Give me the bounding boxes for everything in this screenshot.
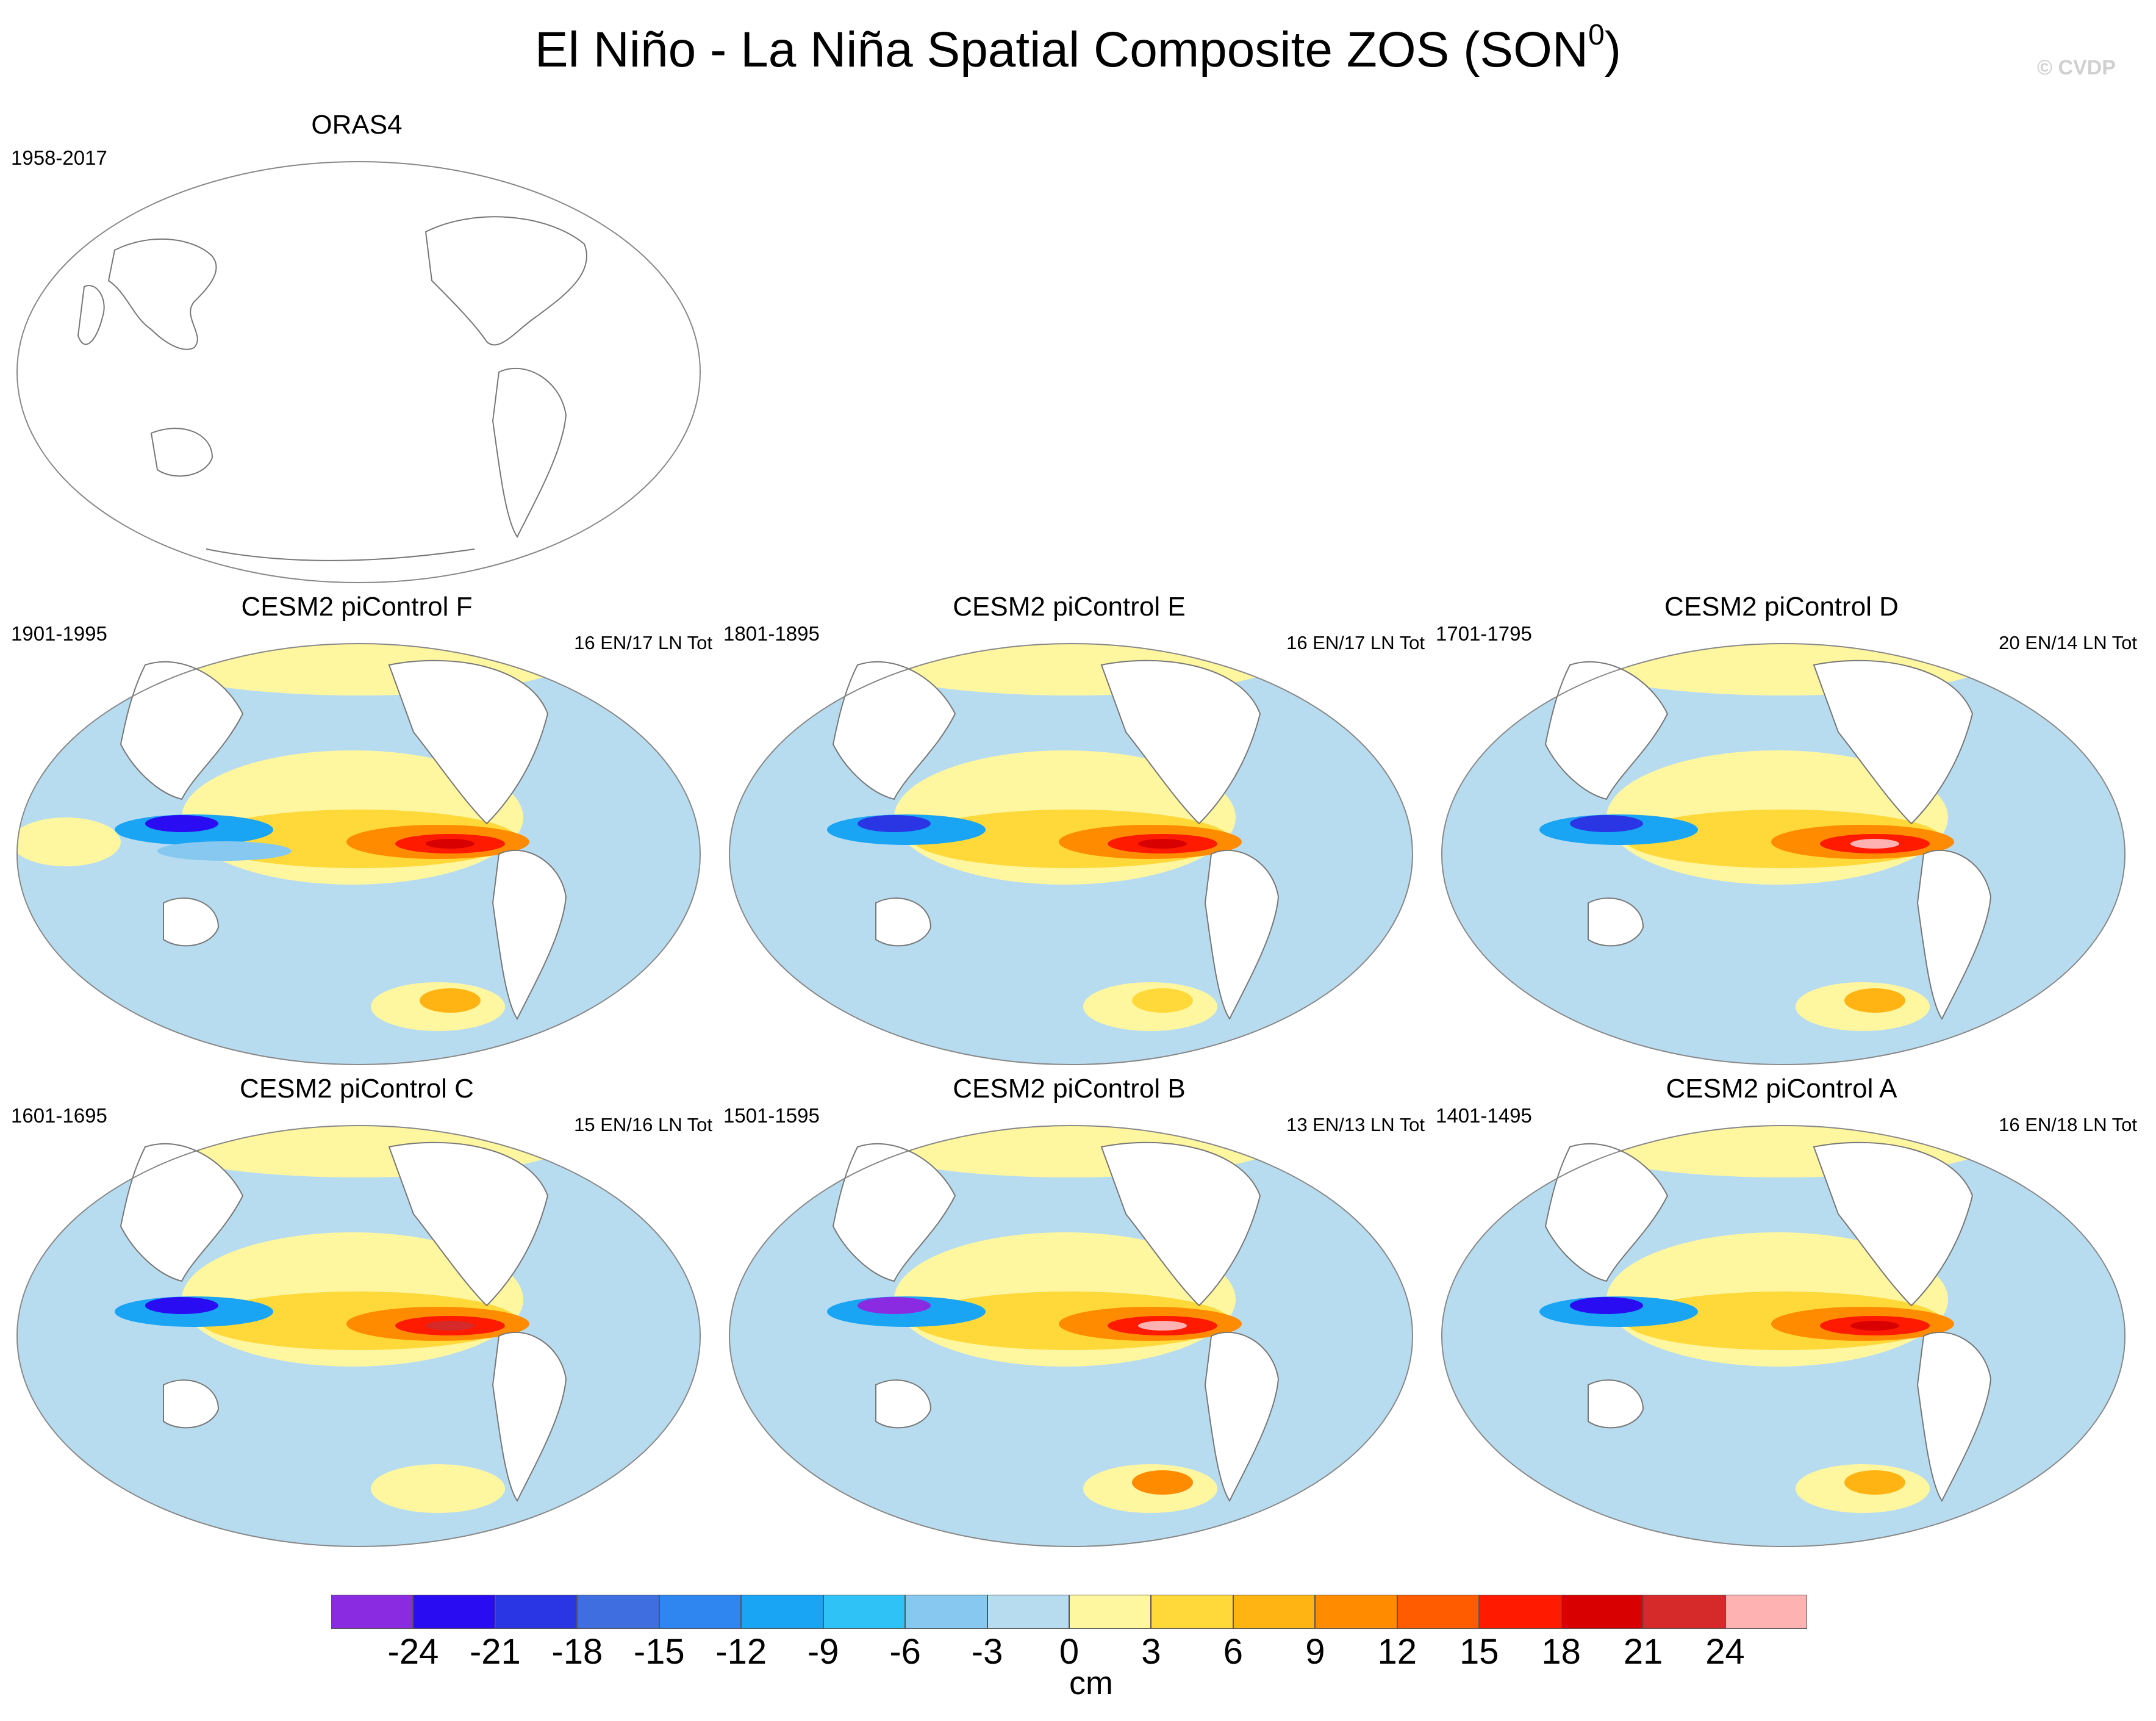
- colorbar-label: -3: [971, 1632, 1003, 1672]
- title-text: El Niño - La Niña Spatial Composite ZOS …: [534, 22, 1589, 77]
- panel-years: 1501-1595: [723, 1104, 820, 1127]
- panel-title: CESM2 piControl C: [240, 1074, 474, 1104]
- panel-events: 16 EN/18 LN Tot: [1999, 1114, 2137, 1135]
- colorbar-label: -12: [715, 1632, 767, 1672]
- colorbar-label: 9: [1305, 1632, 1325, 1672]
- panel-events: 20 EN/14 LN Tot: [1999, 632, 2137, 653]
- colorbar-label: 0: [1059, 1632, 1080, 1672]
- colorbar-label: 6: [1223, 1632, 1244, 1672]
- world-map-filled: [729, 643, 1413, 1065]
- title-superscript: 0: [1588, 19, 1605, 51]
- colorbar-box: [905, 1595, 987, 1629]
- panel-title: CESM2 piControl E: [953, 592, 1186, 622]
- panel-title: CESM2 piControl B: [953, 1074, 1186, 1104]
- colorbar-box: [1069, 1595, 1151, 1629]
- panel-title: CESM2 piControl F: [241, 592, 473, 622]
- world-map-filled: [1441, 643, 2126, 1065]
- watermark: © CVDP: [2037, 56, 2116, 79]
- colorbar-box: [1397, 1595, 1480, 1629]
- colorbar-label: -15: [633, 1632, 685, 1672]
- colorbar-label: 24: [1705, 1632, 1745, 1672]
- world-map-filled: [16, 1125, 701, 1547]
- map-panel-c: CESM2 piControl C 1601-1695 15 EN/16 LN …: [0, 1074, 714, 1550]
- panel-years: 1701-1795: [1436, 622, 1532, 645]
- map-panel-b: CESM2 piControl B 1501-1595 13 EN/13 LN …: [712, 1074, 1426, 1550]
- colorbar-label: -18: [551, 1632, 603, 1672]
- colorbar-box: [1233, 1595, 1316, 1629]
- colorbar-box: [1643, 1595, 1725, 1629]
- colorbar-box: [823, 1595, 906, 1629]
- map-panel-f: CESM2 piControl F 1901-1995 16 EN/17 LN …: [0, 592, 714, 1068]
- colorbar-box: [659, 1595, 742, 1629]
- colorbar-label: -24: [387, 1632, 439, 1672]
- colorbar-label: 3: [1141, 1632, 1161, 1672]
- colorbar-box: [495, 1595, 578, 1629]
- panel-events: 16 EN/17 LN Tot: [574, 632, 712, 653]
- colorbar-box: [413, 1595, 495, 1629]
- map-panel-a: CESM2 piControl A 1401-1495 16 EN/18 LN …: [1425, 1074, 2138, 1550]
- panel-years: 1901-1995: [11, 622, 107, 645]
- panel-years: 1801-1895: [723, 622, 820, 645]
- panel-events: 16 EN/17 LN Tot: [1286, 632, 1425, 653]
- panel-years: 1401-1495: [1436, 1104, 1532, 1127]
- map-panel-oras4: ORAS4 1958-2017: [0, 110, 714, 586]
- colorbar-box: [1725, 1595, 1807, 1629]
- colorbar-box: [1479, 1595, 1561, 1629]
- colorbar-box: [987, 1595, 1069, 1629]
- world-map-empty: [16, 161, 701, 583]
- map-panel-d: CESM2 piControl D 1701-1795 20 EN/14 LN …: [1425, 592, 2138, 1068]
- colorbar-box: [577, 1595, 659, 1629]
- map-panel-e: CESM2 piControl E 1801-1895 16 EN/17 LN …: [712, 592, 1426, 1068]
- colorbar-box: [1561, 1595, 1644, 1629]
- colorbar-label: 15: [1459, 1632, 1499, 1672]
- figure-title: El Niño - La Niña Spatial Composite ZOS …: [0, 18, 2156, 79]
- panel-title: ORAS4: [311, 110, 403, 140]
- colorbar-box: [1315, 1595, 1397, 1629]
- panel-events: 15 EN/16 LN Tot: [574, 1114, 712, 1135]
- panel-years: 1958-2017: [11, 146, 107, 169]
- panel-years: 1601-1695: [11, 1104, 107, 1127]
- colorbar-label: 18: [1541, 1632, 1581, 1672]
- colorbar-label: 21: [1623, 1632, 1663, 1672]
- colorbar-label: -6: [889, 1632, 921, 1672]
- colorbar-label: 12: [1377, 1632, 1417, 1672]
- colorbar-box: [1151, 1595, 1233, 1629]
- colorbar-box: [741, 1595, 823, 1629]
- colorbar: [331, 1595, 1807, 1629]
- colorbar-box: [331, 1595, 414, 1629]
- title-close: ): [1604, 22, 1622, 77]
- colorbar-label: -21: [469, 1632, 521, 1672]
- panel-events: 13 EN/13 LN Tot: [1286, 1114, 1425, 1135]
- world-map-filled: [16, 643, 701, 1065]
- panel-title: CESM2 piControl D: [1664, 592, 1899, 622]
- world-map-filled: [1441, 1125, 2126, 1547]
- panel-title: CESM2 piControl A: [1666, 1074, 1897, 1104]
- world-map-filled: [729, 1125, 1413, 1547]
- colorbar-label: -9: [807, 1632, 839, 1672]
